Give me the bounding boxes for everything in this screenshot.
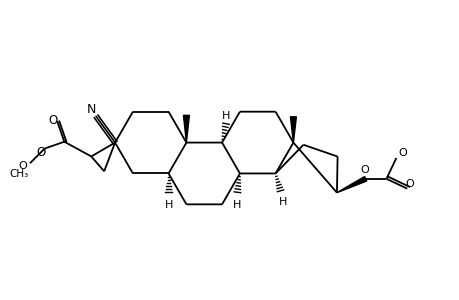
Polygon shape <box>336 177 366 193</box>
Text: O: O <box>18 161 27 171</box>
Text: H: H <box>278 197 286 207</box>
Text: H: H <box>233 200 241 210</box>
Text: N: N <box>86 103 95 116</box>
Text: O: O <box>398 148 407 158</box>
Text: O: O <box>36 146 45 159</box>
Polygon shape <box>183 115 189 142</box>
Text: O: O <box>404 179 413 189</box>
Text: H: H <box>221 111 230 121</box>
Text: O: O <box>359 165 368 176</box>
Text: O: O <box>48 114 57 127</box>
Polygon shape <box>290 117 296 142</box>
Text: CH₃: CH₃ <box>10 169 29 179</box>
Text: H: H <box>164 200 173 210</box>
